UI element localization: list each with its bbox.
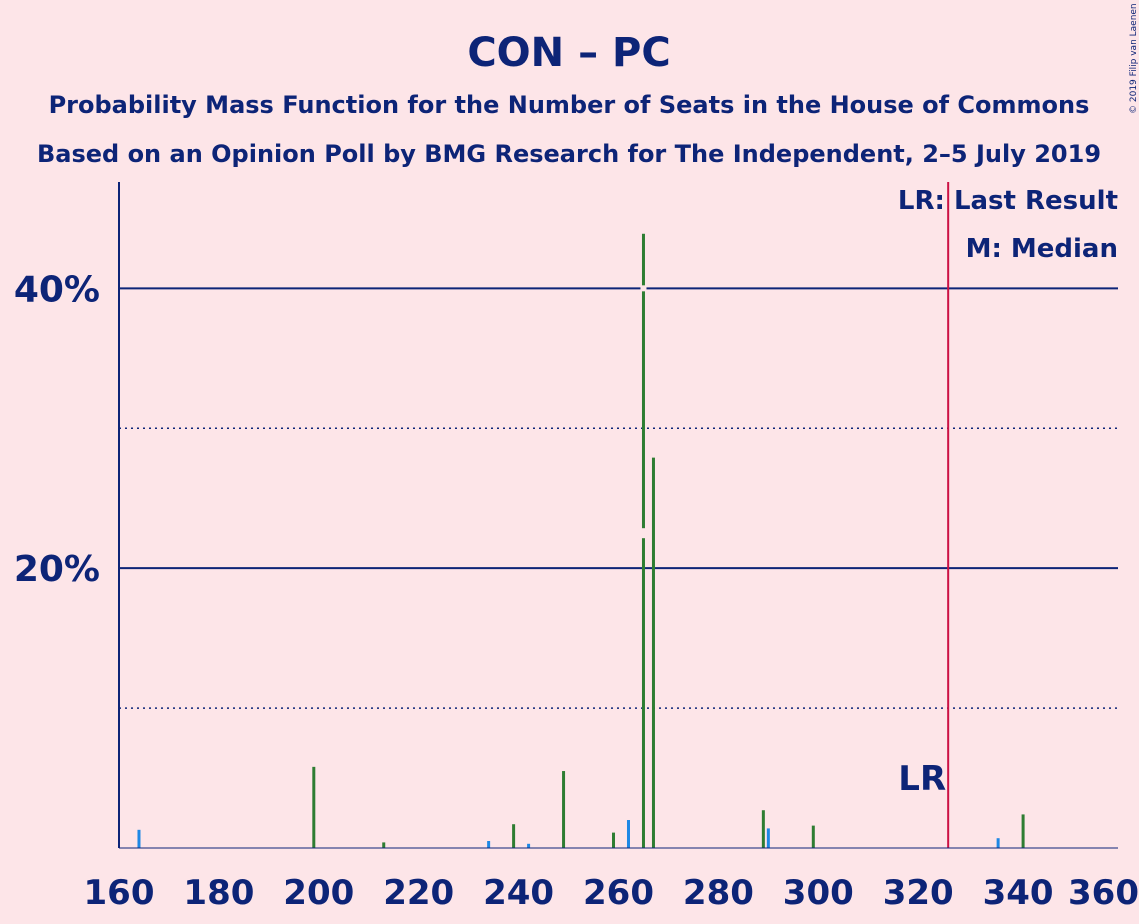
copyright-notice: © 2019 Filip van Laenen (1129, 3, 1139, 114)
bar-seats-262 (626, 820, 630, 848)
x-tick-label: 160 (84, 873, 155, 913)
x-tick-label: 360 (1068, 873, 1139, 913)
x-tick-label: 280 (683, 873, 754, 913)
chart-subtitle-line2: Based on an Opinion Poll by BMG Research… (37, 140, 1101, 168)
bar-seats-234 (487, 841, 491, 848)
gridlines (119, 287, 1118, 709)
axes: 20% 40% LR 160 180 200 220 240 260 280 300 320 340 36… (14, 182, 1139, 913)
bar-seats-242 (527, 843, 531, 848)
bar-seats-299 (811, 825, 815, 848)
bar-seats-336 (996, 838, 1000, 848)
bar-seats-199 (312, 766, 316, 848)
bar-seats-239 (512, 824, 516, 848)
legend-last-result: LR: Last Result (898, 186, 1118, 216)
x-tick-label: 320 (883, 873, 954, 913)
last-result-label: LR (898, 759, 946, 799)
bar-seats-265 (641, 233, 645, 848)
bar-seats-289 (761, 810, 765, 848)
x-tick-label: 340 (983, 873, 1054, 913)
median-marker (640, 528, 647, 539)
x-tick-label: 200 (283, 873, 354, 913)
x-tick-label: 300 (783, 873, 854, 913)
chart-subtitle-line1: Probability Mass Function for the Number… (49, 91, 1090, 119)
legend-median: M: Median (966, 234, 1118, 264)
bar-seats-164 (137, 829, 141, 848)
bar-seats-267 (651, 457, 655, 848)
bar-seats-290 (766, 828, 770, 848)
bar-seats-341 (1021, 814, 1025, 848)
bar-seats-213 (382, 842, 386, 848)
bar-seats-259 (612, 832, 616, 848)
x-tick-label: 180 (183, 873, 254, 913)
x-tick-label: 220 (383, 873, 454, 913)
chart-title: CON – PC (467, 30, 670, 76)
x-tick-label: 260 (583, 873, 654, 913)
y-tick-label: 40% (14, 269, 100, 310)
bar-seats-249 (562, 771, 566, 848)
bars (137, 233, 1025, 848)
median-marker (640, 285, 647, 292)
y-tick-label: 20% (14, 549, 100, 590)
x-tick-label: 240 (483, 873, 554, 913)
